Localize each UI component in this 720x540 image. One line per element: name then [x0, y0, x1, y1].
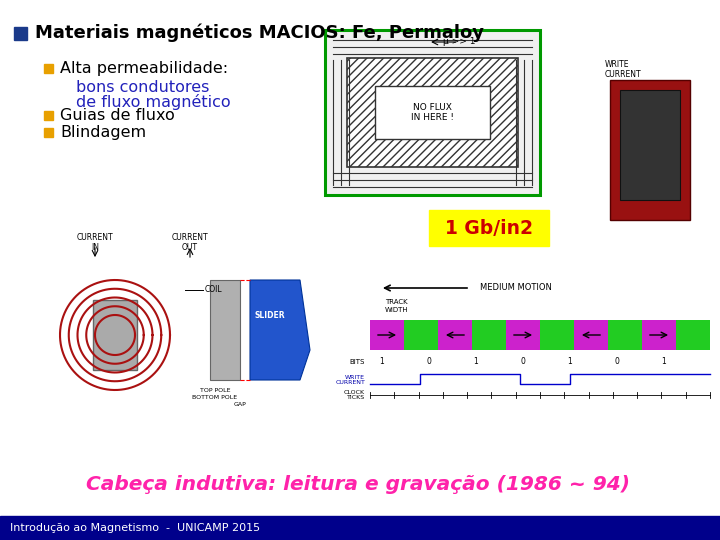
Text: COIL: COIL — [205, 286, 222, 294]
Text: 0: 0 — [615, 357, 619, 367]
Bar — [370, 320, 404, 350]
Text: Blindagem: Blindagem — [60, 125, 146, 140]
Text: 1: 1 — [567, 357, 572, 367]
Bar — [347, 58, 518, 167]
Bar — [574, 320, 608, 350]
Text: 1: 1 — [474, 357, 478, 367]
Bar — [506, 320, 540, 350]
Bar — [438, 320, 472, 350]
Text: BITS: BITS — [350, 359, 365, 365]
Bar — [14, 27, 27, 40]
Text: Alta permeabilidade:: Alta permeabilidade: — [60, 62, 228, 77]
Bar — [44, 111, 53, 120]
Text: SLIDER: SLIDER — [255, 310, 285, 320]
Text: 0: 0 — [521, 357, 526, 367]
Text: Guias de fluxo: Guias de fluxo — [60, 109, 175, 124]
Text: bons condutores: bons condutores — [76, 79, 210, 94]
Text: 1: 1 — [662, 357, 667, 367]
Text: 0: 0 — [426, 357, 431, 367]
Text: de fluxo magnético: de fluxo magnético — [76, 94, 230, 110]
Bar — [0, 516, 720, 540]
Text: CURRENT
OUT: CURRENT OUT — [171, 233, 208, 252]
Bar — [620, 90, 680, 200]
Polygon shape — [250, 280, 310, 380]
Text: BOTTOM POLE: BOTTOM POLE — [192, 395, 238, 400]
Text: MEDIUM MOTION: MEDIUM MOTION — [480, 284, 552, 293]
Text: Cabeça indutiva: leitura e gravação (1986 ~ 94): Cabeça indutiva: leitura e gravação (198… — [86, 476, 630, 495]
Bar — [210, 280, 240, 380]
Text: TRACK
WIDTH: TRACK WIDTH — [385, 300, 409, 313]
FancyBboxPatch shape — [429, 210, 549, 246]
Bar — [93, 300, 137, 370]
Text: TOP POLE: TOP POLE — [199, 388, 230, 393]
Bar — [325, 30, 540, 195]
Bar — [370, 320, 710, 350]
Text: μ >> 1: μ >> 1 — [444, 37, 476, 46]
Text: WRITE
CURRENT: WRITE CURRENT — [335, 375, 365, 386]
Bar — [375, 86, 490, 139]
Text: Materiais magnéticos MACIOS: Fe, Permaloy: Materiais magnéticos MACIOS: Fe, Permalo… — [35, 24, 484, 42]
Text: CURRENT
IN: CURRENT IN — [77, 233, 113, 252]
Text: Introdução ao Magnetismo  -  UNICAMP 2015: Introdução ao Magnetismo - UNICAMP 2015 — [10, 523, 260, 533]
Text: NO FLUX
IN HERE !: NO FLUX IN HERE ! — [411, 103, 454, 122]
Text: 1 Gb/in2: 1 Gb/in2 — [445, 219, 533, 238]
Bar — [642, 320, 676, 350]
Text: GAP: GAP — [233, 402, 246, 407]
Bar — [44, 64, 53, 73]
Text: WRITE
CURRENT: WRITE CURRENT — [605, 60, 642, 79]
Text: CLOCK
TICKS: CLOCK TICKS — [344, 389, 365, 400]
Text: 1: 1 — [379, 357, 384, 367]
Bar — [610, 80, 690, 220]
Bar — [44, 128, 53, 137]
